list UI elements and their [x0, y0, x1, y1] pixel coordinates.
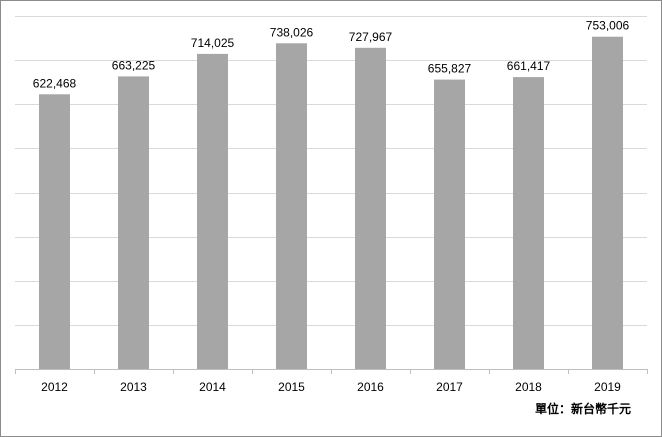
bar-2014 [197, 54, 228, 369]
x-tick-label-2014: 2014 [199, 380, 226, 394]
unit-note: 單位：新台幣千元 [535, 400, 631, 417]
x-tick-label-2013: 2013 [120, 380, 147, 394]
x-tick-label-2015: 2015 [278, 380, 305, 394]
gridlines [15, 17, 647, 326]
x-tick-label-2016: 2016 [357, 380, 384, 394]
data-label-2019: 753,006 [586, 19, 630, 33]
bar-2013 [118, 76, 149, 369]
x-tick-label-2019: 2019 [594, 380, 621, 394]
data-label-2014: 714,025 [191, 36, 235, 50]
bar-2015 [276, 43, 307, 369]
data-label-2016: 727,967 [349, 30, 393, 44]
x-tick-label-2018: 2018 [515, 380, 542, 394]
bar-2016 [355, 48, 386, 369]
x-tick-label-2012: 2012 [41, 380, 68, 394]
bar-2019 [592, 37, 623, 369]
x-axis [15, 369, 648, 374]
bar-2017 [434, 80, 465, 369]
data-label-2013: 663,225 [112, 58, 156, 72]
x-tick-label-2017: 2017 [436, 380, 463, 394]
data-label-2018: 661,417 [507, 59, 551, 73]
data-label-2017: 655,827 [428, 62, 472, 76]
data-label-2012: 622,468 [33, 76, 77, 90]
bars [39, 37, 623, 369]
data-label-2015: 738,026 [270, 25, 314, 39]
x-tick-labels: 2012 2013 2014 2015 2016 2017 2018 2019 [41, 380, 621, 394]
bar-2018 [513, 77, 544, 369]
bar-2012 [39, 94, 70, 369]
